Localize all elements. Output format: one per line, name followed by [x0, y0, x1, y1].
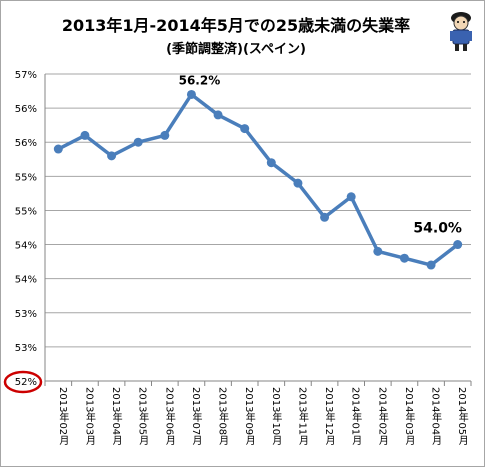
y-tick-label: 53%: [15, 309, 37, 320]
data-point: [240, 124, 250, 134]
data-label: 56.2%: [179, 73, 221, 87]
data-point: [320, 212, 330, 222]
y-tick-label: 53%: [15, 343, 37, 354]
data-point: [107, 151, 117, 161]
x-tick-label: 2013年05月: [137, 387, 149, 446]
x-tick-label: 2013年07月: [190, 387, 202, 446]
y-tick-label: 56%: [15, 104, 37, 115]
data-point: [213, 110, 223, 120]
y-tick-label: 55%: [15, 172, 37, 183]
y-tick-label: 52%: [15, 377, 37, 388]
x-tick-label: 2013年03月: [83, 387, 95, 446]
data-point: [133, 137, 143, 147]
x-tick-label: 2013年10月: [270, 387, 282, 446]
chart-title: 2013年1月-2014年5月での25歳未満の失業率: [61, 16, 411, 35]
x-tick-label: 2013年04月: [110, 387, 122, 446]
y-tick-label: 56%: [15, 138, 37, 149]
x-tick-label: 2013年11月: [296, 387, 308, 446]
data-label: 54.0%: [413, 221, 462, 237]
x-tick-label: 2013年12月: [323, 387, 335, 446]
y-tick-label: 55%: [15, 206, 37, 217]
data-point: [266, 158, 276, 168]
x-tick-label: 2014年03月: [403, 387, 415, 446]
data-point: [186, 89, 196, 99]
mascot-illustration: [450, 12, 472, 51]
x-tick-label: 2014年02月: [376, 387, 388, 446]
data-point: [160, 130, 170, 140]
x-tick-label: 2014年04月: [430, 387, 442, 446]
x-tick-label: 2013年02月: [57, 387, 69, 446]
series-line: [57, 92, 459, 267]
data-point: [346, 192, 356, 202]
chart-subtitle: (季節調整済)(スペイン): [166, 42, 306, 57]
x-tick-label: 2014年01月: [350, 387, 362, 446]
data-point: [53, 144, 63, 154]
x-tick-label: 2014年05月: [456, 387, 468, 446]
data-point: [399, 253, 409, 263]
y-tick-label: 54%: [15, 241, 37, 252]
data-point: [426, 260, 436, 270]
data-point: [453, 240, 463, 250]
x-tick-label: 2013年09月: [243, 387, 255, 446]
data-point: [373, 246, 383, 256]
x-tick-label: 2013年08月: [217, 387, 229, 446]
data-point: [80, 130, 90, 140]
x-tick-label: 2013年06月: [163, 387, 175, 446]
highlight-circle: [3, 370, 43, 394]
data-point: [293, 178, 303, 188]
y-tick-label: 54%: [15, 275, 37, 286]
y-tick-label: 57%: [15, 70, 37, 81]
